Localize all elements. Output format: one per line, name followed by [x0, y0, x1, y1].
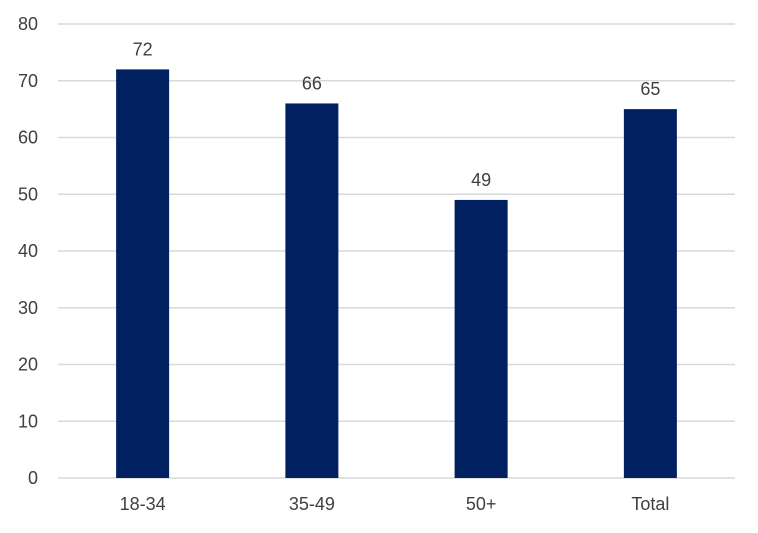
bar-18-34 [116, 69, 170, 479]
bars [116, 69, 677, 479]
bar-Total [623, 109, 677, 478]
y-axis-tick-labels: 0 10 20 30 40 50 60 70 80 [18, 14, 38, 488]
y-tick-label: 60 [18, 128, 38, 148]
y-tick-label: 20 [18, 355, 38, 375]
x-tick-label: Total [631, 494, 669, 514]
bar-50+ [454, 199, 508, 479]
data-label: 66 [302, 73, 322, 93]
y-tick-label: 50 [18, 184, 38, 204]
x-axis-tick-labels: 18-34 35-49 50+ Total [120, 494, 670, 514]
bar-35-49 [285, 103, 339, 478]
x-tick-label: 35-49 [289, 494, 335, 514]
y-tick-label: 30 [18, 298, 38, 318]
gridlines [58, 23, 735, 479]
y-tick-label: 0 [28, 468, 38, 488]
data-label: 72 [133, 39, 153, 59]
y-tick-label: 40 [18, 241, 38, 261]
x-tick-label: 50+ [466, 494, 497, 514]
y-tick-label: 10 [18, 411, 38, 431]
data-label: 49 [471, 170, 491, 190]
y-tick-label: 70 [18, 71, 38, 91]
x-tick-label: 18-34 [120, 494, 166, 514]
data-labels: 72 66 49 65 [133, 39, 661, 190]
data-label: 65 [640, 79, 660, 99]
y-tick-label: 80 [18, 14, 38, 34]
